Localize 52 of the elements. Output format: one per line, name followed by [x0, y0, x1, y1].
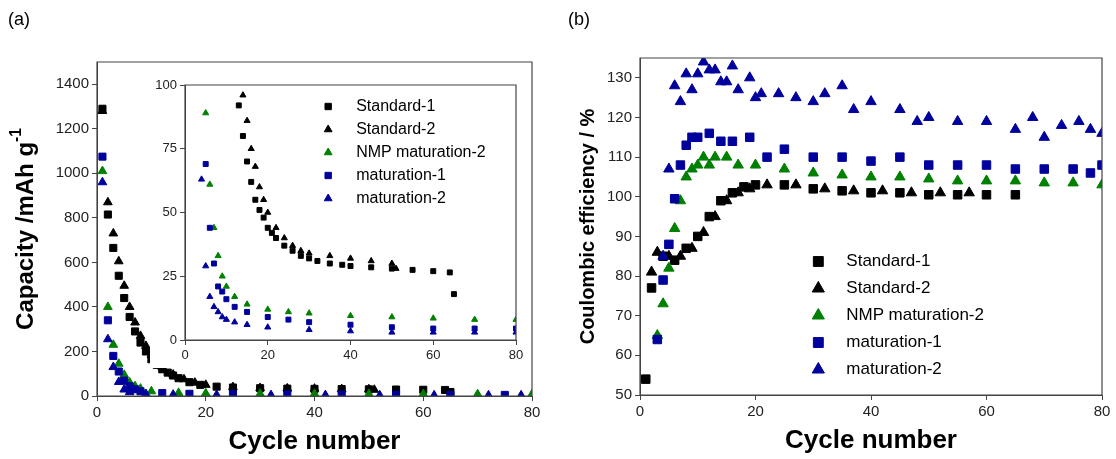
y-tick-label: 130	[606, 67, 632, 85]
y-tick-label: 1000	[55, 163, 89, 181]
y-tick-label: 800	[63, 208, 89, 226]
x-tick-label: 0	[92, 403, 102, 421]
y-tick-label: 200	[63, 341, 89, 359]
y-tick-label: 110	[608, 147, 632, 165]
y-tick-label: 600	[63, 252, 89, 270]
legend-label: NMP maturation-2	[356, 142, 486, 160]
y-tick-label: 80	[615, 266, 632, 284]
x-tick-label: 0	[635, 402, 645, 420]
x-tick-label: 80	[1093, 402, 1111, 420]
y-axis-title: Coulombic efficiency / %	[575, 108, 598, 345]
y-tick-label: 90	[615, 226, 632, 244]
legend-label: maturation-2	[846, 359, 942, 379]
y-tick-label: 25	[162, 267, 177, 283]
x-tick-label: 40	[343, 347, 358, 363]
y-tick-label: 1400	[55, 74, 89, 92]
y-axis-title: Capacity /mAh g-1	[7, 127, 38, 330]
y-tick-label: 50	[615, 385, 632, 403]
legend-label: NMP maturation-2	[846, 305, 984, 325]
y-tick-label: 100	[155, 76, 177, 92]
text: (a)	[8, 8, 30, 29]
y-tick-label: 70	[615, 305, 632, 323]
x-axis-title: Cycle number	[228, 425, 401, 456]
y-tick-label: 120	[606, 107, 632, 125]
x-tick-label: 20	[197, 403, 215, 421]
y-tick-label: 400	[63, 297, 89, 315]
legend-label: Standard-2	[846, 278, 931, 298]
y-tick-label: 1200	[55, 118, 89, 136]
x-tick-label: 60	[978, 402, 995, 420]
x-tick-label: 40	[862, 402, 880, 420]
legend-label: maturation-1	[846, 332, 942, 352]
legend-label: maturation-1	[356, 165, 447, 183]
x-tick-label: 80	[523, 403, 541, 421]
x-axis-title: Cycle number	[785, 424, 957, 455]
text: (b)	[568, 8, 590, 29]
x-tick-label: 20	[260, 347, 275, 363]
x-tick-label: 0	[181, 347, 189, 363]
y-tick-label: 100	[606, 186, 632, 204]
y-tick-label: 50	[162, 204, 177, 220]
x-tick-label: 80	[508, 347, 524, 363]
y-tick-label: 75	[162, 140, 177, 156]
legend-label: maturation-2	[356, 188, 447, 206]
y-tick-label: 0	[80, 386, 89, 404]
legend-label: Standard-1	[356, 96, 436, 114]
x-tick-label: 60	[414, 403, 432, 421]
x-tick-label: 20	[747, 402, 764, 420]
legend-label: Standard-1	[846, 251, 931, 271]
x-tick-label: 60	[426, 347, 441, 363]
y-tick-label: 0	[169, 331, 177, 347]
legend-label: Standard-2	[356, 119, 436, 137]
x-tick-label: 40	[306, 403, 323, 421]
